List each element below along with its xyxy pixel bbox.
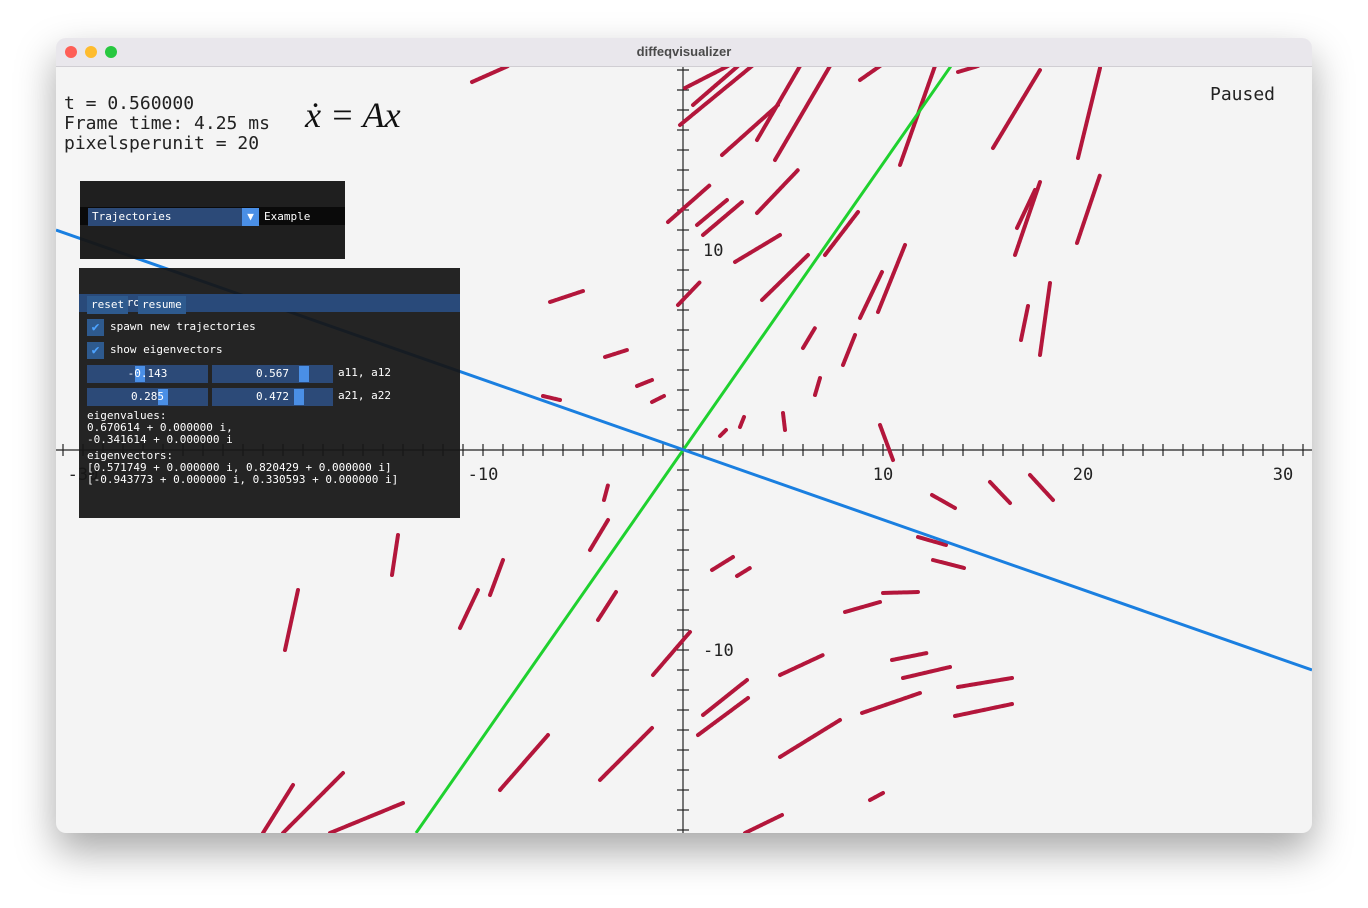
close-button[interactable] [65, 46, 77, 58]
y-axis-label: 10 [703, 241, 723, 261]
title-bar: diffeqvisualizer [56, 38, 1312, 67]
eigenvalues-label: eigenvalues: [87, 409, 167, 422]
combo-label: Example [264, 210, 311, 223]
window-title: diffeqvisualizer [636, 44, 732, 59]
row-label: a11, a12 [338, 366, 391, 379]
x-axis-label: 30 [1273, 465, 1293, 485]
combo[interactable]: Trajectories [88, 208, 242, 226]
slider-value: 0.567 [255, 367, 290, 380]
minimize-button[interactable] [85, 46, 97, 58]
equation: ẋ = Ax [304, 95, 401, 135]
y-axis-label: -10 [703, 641, 734, 661]
combo-arrow[interactable]: ▼ [242, 208, 259, 226]
eigenvector: [-0.943773 + 0.000000 i, 0.330593 + 0.00… [87, 473, 399, 486]
x-axis-label: 20 [1073, 465, 1093, 485]
checkbox[interactable]: ✔ [87, 342, 104, 359]
eigen-text: eigenvalues: 0.670614 + 0.000000 i, -0.341… [87, 410, 398, 486]
slider[interactable]: -0.143 [87, 365, 208, 383]
pixels-per-unit: pixelsperunit = 20 [64, 133, 260, 154]
frame-time: Frame time: 4.25 ms [64, 113, 270, 134]
reset-button[interactable]: reset [87, 296, 129, 314]
examples-panel: ▼ Examples Trajectories ▼ Example [80, 181, 345, 259]
x-axis-label: 10 [873, 465, 893, 485]
slider[interactable]: 0.285 [87, 388, 208, 406]
slider[interactable]: 0.472 [212, 388, 333, 406]
status: Paused [1210, 84, 1276, 105]
slider-value: -0.143 [127, 367, 168, 380]
eigenvectors-label: eigenvectors: [87, 449, 174, 462]
slider-grab[interactable] [298, 366, 309, 382]
checkbox-label: spawn new trajectories [110, 320, 256, 333]
time: t = 0.560000 [64, 93, 195, 114]
controls-panel: ▼ Controls reset resume ✔ spawn new traj… [79, 268, 460, 518]
checkbox[interactable]: ✔ [87, 319, 104, 336]
slider-grab[interactable] [134, 366, 145, 382]
x-axis-label: -10 [468, 465, 499, 485]
slider-value: 0.472 [255, 390, 290, 403]
zoom-button[interactable] [105, 46, 117, 58]
trajectories [261, 67, 1102, 833]
stats: t = 0.560000 Frame time: 4.25 ms pixelsper… [64, 94, 270, 154]
slider-grab[interactable] [158, 389, 169, 405]
eigenvalue: 0.670614 + 0.000000 i, [87, 421, 233, 434]
eigenvector: [0.571749 + 0.000000 i, 0.820429 + 0.000… [87, 461, 392, 474]
eigenvalue: -0.341614 + 0.000000 i [87, 433, 233, 446]
slider-grab[interactable] [293, 389, 304, 405]
panel-header[interactable]: ▼ Controls [79, 294, 460, 312]
resume-button[interactable]: resume [138, 296, 186, 314]
row-label: a21, a22 [338, 389, 391, 402]
checkbox-label: show eigenvectors [110, 343, 223, 356]
slider-value: 0.285 [130, 390, 165, 403]
slider[interactable]: 0.567 [212, 365, 333, 383]
